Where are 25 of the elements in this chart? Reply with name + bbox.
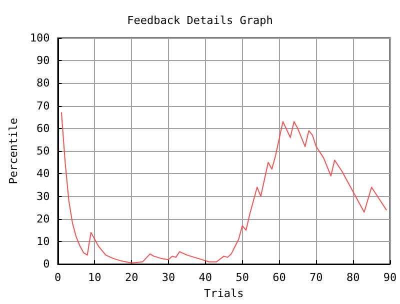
- y-tick-label: 0: [43, 258, 50, 271]
- line-series: [60, 112, 387, 264]
- chart-title: Feedback Details Graph: [127, 14, 273, 27]
- y-tick-label: 80: [36, 76, 50, 90]
- x-tick-label: 90: [383, 271, 397, 284]
- y-tick-label: 30: [36, 190, 50, 203]
- y-tick-label: 100: [30, 32, 50, 44]
- x-axis-title: Trials: [204, 287, 244, 300]
- x-tick-label: 40: [198, 271, 212, 284]
- y-tick-label: 60: [36, 122, 50, 135]
- x-tick-label: 0: [54, 271, 62, 284]
- x-tick-label: 30: [162, 271, 176, 284]
- y-tick-label: 20: [36, 212, 50, 226]
- x-tick-label: 60: [272, 271, 286, 284]
- y-tick-label: 10: [36, 234, 50, 248]
- x-tick-label: 70: [310, 271, 323, 284]
- x-tick-label: 10: [88, 271, 102, 284]
- x-tick-label: 80: [346, 271, 360, 284]
- y-tick-label: 70: [36, 99, 50, 112]
- x-tick-label: 50: [236, 271, 249, 284]
- y-tick-label: 90: [36, 54, 50, 68]
- y-tick-label: 40: [36, 167, 50, 180]
- y-axis-title: Percentile: [7, 118, 20, 184]
- x-tick-label: 20: [124, 271, 138, 284]
- y-tick-label: 50: [36, 144, 50, 158]
